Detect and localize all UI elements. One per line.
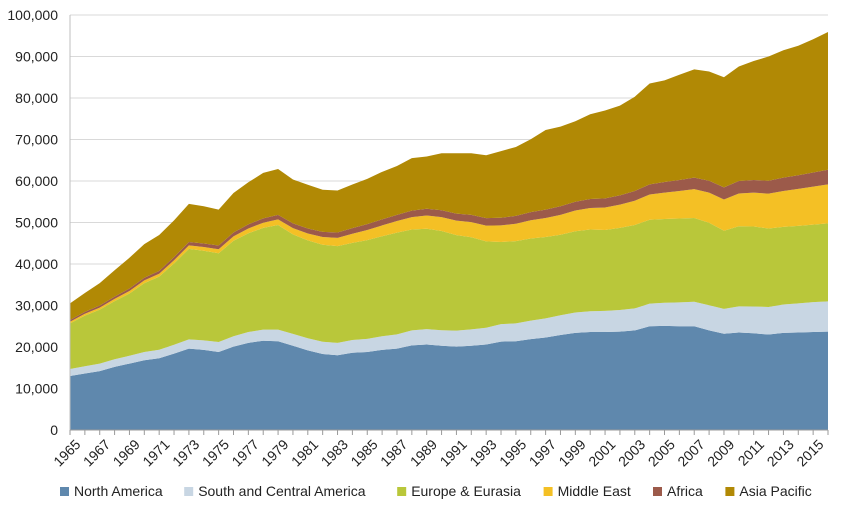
x-tick-label: 1975 xyxy=(199,436,232,469)
x-tick-label: 1973 xyxy=(169,436,202,469)
y-tick-label: 60,000 xyxy=(15,173,58,189)
area-series-group xyxy=(70,32,828,430)
legend-swatch xyxy=(60,487,69,496)
y-tick-label: 10,000 xyxy=(15,381,58,397)
y-axis-tick-labels: 0 10,000 20,000 30,000 40,000 50,000 60,000 70,… xyxy=(7,7,58,438)
y-tick-label: 50,000 xyxy=(15,215,58,231)
legend-swatch xyxy=(184,487,194,496)
x-tick-label: 1999 xyxy=(555,436,588,469)
area-africa xyxy=(70,169,828,322)
area-middle-east xyxy=(70,184,828,324)
x-tick-label: 2001 xyxy=(585,436,618,469)
legend-item-south-and-central-america: South and Central America xyxy=(184,483,366,499)
legend-label: Middle East xyxy=(558,483,631,499)
y-tick-label: 40,000 xyxy=(15,256,58,272)
legend-label: North America xyxy=(74,483,163,499)
x-tick-label: 1977 xyxy=(228,436,261,469)
x-axis-tick-labels: 1965196719691971197319751977197919811983… xyxy=(50,436,827,469)
y-tick-label: 90,000 xyxy=(15,49,58,65)
legend-label: South and Central America xyxy=(198,483,366,499)
legend-item-africa: Africa xyxy=(653,483,703,499)
legend-item-middle-east: Middle East xyxy=(543,483,631,499)
x-tick-label: 1979 xyxy=(258,436,291,469)
area-north-america xyxy=(70,325,828,430)
legend-item-north-america: North America xyxy=(60,483,163,499)
legend-swatch xyxy=(543,487,553,496)
x-tick-label: 1981 xyxy=(288,436,321,469)
x-tick-label: 1967 xyxy=(80,436,113,469)
legend-swatch xyxy=(725,487,735,496)
x-tick-label: 1965 xyxy=(50,436,83,469)
area-south-and-central-america xyxy=(70,301,828,377)
y-tick-label: 70,000 xyxy=(15,132,58,148)
x-tick-label: 2011 xyxy=(735,436,768,469)
legend-swatch xyxy=(653,487,662,496)
legend-label: Africa xyxy=(667,483,703,499)
y-tick-label: 30,000 xyxy=(15,298,58,314)
x-tick-label: 1987 xyxy=(377,436,410,469)
x-tick-label: 1983 xyxy=(318,436,351,469)
x-tick-label: 2003 xyxy=(615,436,648,469)
x-tick-label: 1993 xyxy=(466,436,499,469)
y-tick-label: 80,000 xyxy=(15,90,58,106)
legend-item-europe-and-eurasia: Europe & Eurasia xyxy=(397,483,521,499)
x-tick-label: 2015 xyxy=(793,436,826,469)
x-tick-label: 1995 xyxy=(496,436,529,469)
x-tick-label: 1971 xyxy=(139,436,172,469)
x-tick-label: 2007 xyxy=(674,436,707,469)
legend-label: Asia Pacific xyxy=(739,483,811,499)
y-tick-label: 20,000 xyxy=(15,339,58,355)
legend-label: Europe & Eurasia xyxy=(411,483,521,499)
area-asia-pacific xyxy=(70,32,828,321)
x-tick-label: 1985 xyxy=(347,436,380,469)
x-tick-label: 1989 xyxy=(407,436,440,469)
x-tick-label: 1969 xyxy=(110,436,143,469)
legend-swatch xyxy=(397,487,407,496)
x-tick-label: 2009 xyxy=(704,436,737,469)
legend-item-asia-pacific: Asia Pacific xyxy=(725,483,812,499)
x-tick-label: 2005 xyxy=(645,436,678,469)
x-tick-label: 1997 xyxy=(526,436,559,469)
area-europe-and-eurasia xyxy=(70,217,828,369)
x-tick-label: 1991 xyxy=(437,436,470,469)
axes xyxy=(69,15,829,435)
legend: North America South and Central America Eu… xyxy=(60,483,812,499)
y-tick-label: 0 xyxy=(50,422,58,438)
x-tick-label: 2013 xyxy=(764,436,797,469)
y-tick-label: 100,000 xyxy=(7,7,58,23)
